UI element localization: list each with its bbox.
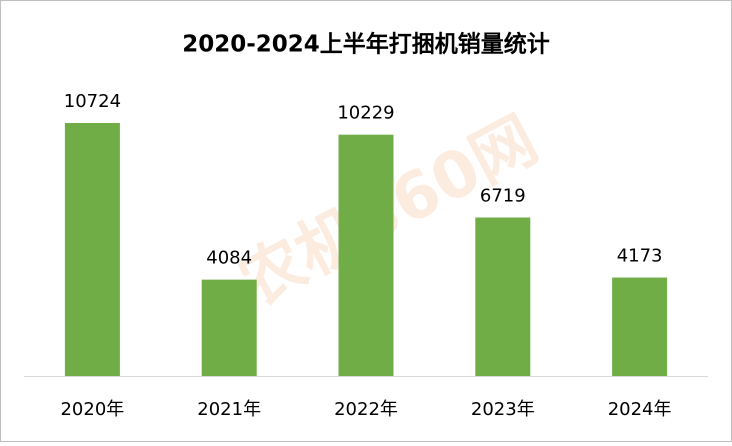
bar (475, 217, 531, 376)
data-label: 4084 (206, 248, 252, 269)
chart-title: 2020-2024上半年打捆机销量统计 (182, 31, 550, 58)
data-label: 4173 (617, 246, 663, 267)
x-tick-label: 2023年 (471, 399, 535, 420)
x-tick-label: 2020年 (60, 399, 124, 420)
data-label: 10724 (64, 91, 121, 112)
bar (64, 123, 120, 376)
data-label: 10229 (337, 103, 394, 124)
x-tick-label: 2022年 (334, 399, 398, 420)
data-label: 6719 (480, 185, 526, 206)
bar (612, 277, 668, 376)
bar (338, 134, 394, 376)
x-tick-label: 2024年 (608, 399, 672, 420)
x-tick-label: 2021年 (197, 399, 261, 420)
bar (201, 279, 257, 376)
